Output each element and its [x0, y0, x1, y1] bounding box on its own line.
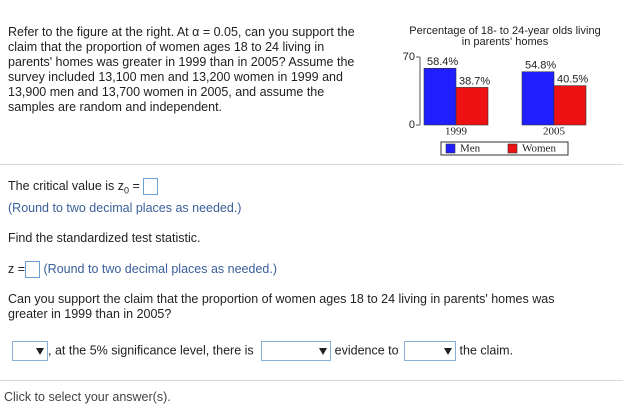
- text: evidence to: [334, 343, 399, 358]
- y-tick-label: 0: [409, 119, 415, 131]
- text-line: samples are random and independent.: [8, 100, 223, 114]
- bar: [455, 87, 489, 126]
- chart-title: Percentage of 18- to 24-year olds living: [409, 25, 600, 37]
- text: greater in 1999 than in 2005?: [8, 307, 172, 321]
- question: Find the standardized test statistic.: [8, 231, 201, 245]
- value-label: 54.8%: [525, 60, 556, 72]
- bar: [521, 71, 555, 126]
- answer-input[interactable]: [25, 261, 41, 278]
- x-tick-label: 2005: [543, 126, 566, 138]
- text: The critical value is z: [8, 178, 125, 193]
- legend-swatch: [507, 143, 518, 154]
- legend-box: [440, 141, 569, 156]
- answer-input[interactable]: [143, 178, 159, 195]
- z-question: z = (Round to two decimal places as need…: [8, 261, 277, 278]
- text: the claim.: [459, 343, 514, 358]
- x-tick-label: 1999: [445, 126, 468, 138]
- critical-question: The critical value is z0 =: [8, 178, 159, 196]
- text: Can you support the claim that the propo…: [8, 292, 555, 306]
- value-label: 40.5%: [557, 74, 588, 86]
- text: z =: [8, 261, 26, 276]
- text: =: [132, 178, 140, 193]
- value-label: 58.4%: [427, 56, 458, 68]
- legend-swatch: [445, 143, 456, 154]
- dropdown[interactable]: [404, 341, 457, 361]
- bar: [553, 85, 587, 126]
- text-line: parents' homes was greater in 1999 than …: [8, 55, 355, 69]
- problem-text: Refer to the figure at the right. At α =…: [8, 25, 355, 115]
- chart: Percentage of 18- to 24-year olds living…: [403, 25, 601, 156]
- separator: [0, 380, 623, 381]
- text-line: claim that the proportion of women ages …: [8, 40, 325, 54]
- hint: (Round to two decimal places as needed.): [43, 261, 277, 276]
- dropdown[interactable]: [261, 341, 332, 361]
- chart-title: in parents' homes: [462, 36, 549, 48]
- bar: [423, 67, 457, 126]
- text-line: survey included 13,100 men and 13,200 wo…: [8, 70, 343, 84]
- claim-question: Can you support the claim that the propo…: [8, 292, 554, 322]
- answer-row: , at the 5% significance level, there is…: [12, 341, 513, 361]
- y-tick-label: 70: [403, 51, 415, 63]
- text-line: Refer to the figure at the right. At α =…: [8, 25, 355, 39]
- footer[interactable]: Click to select your answer(s).: [4, 390, 171, 404]
- text-line: 13,900 men and 13,700 women in 2005, and…: [8, 85, 325, 99]
- value-label: 38.7%: [459, 75, 490, 87]
- legend-label: Men: [460, 143, 481, 155]
- separator: [0, 164, 623, 165]
- text: , at the 5% significance level, there is: [48, 343, 254, 358]
- legend-label: Women: [522, 143, 556, 155]
- hint: (Round to two decimal places as needed.): [8, 201, 242, 215]
- dropdown[interactable]: [12, 341, 48, 361]
- subscript: 0: [124, 185, 130, 196]
